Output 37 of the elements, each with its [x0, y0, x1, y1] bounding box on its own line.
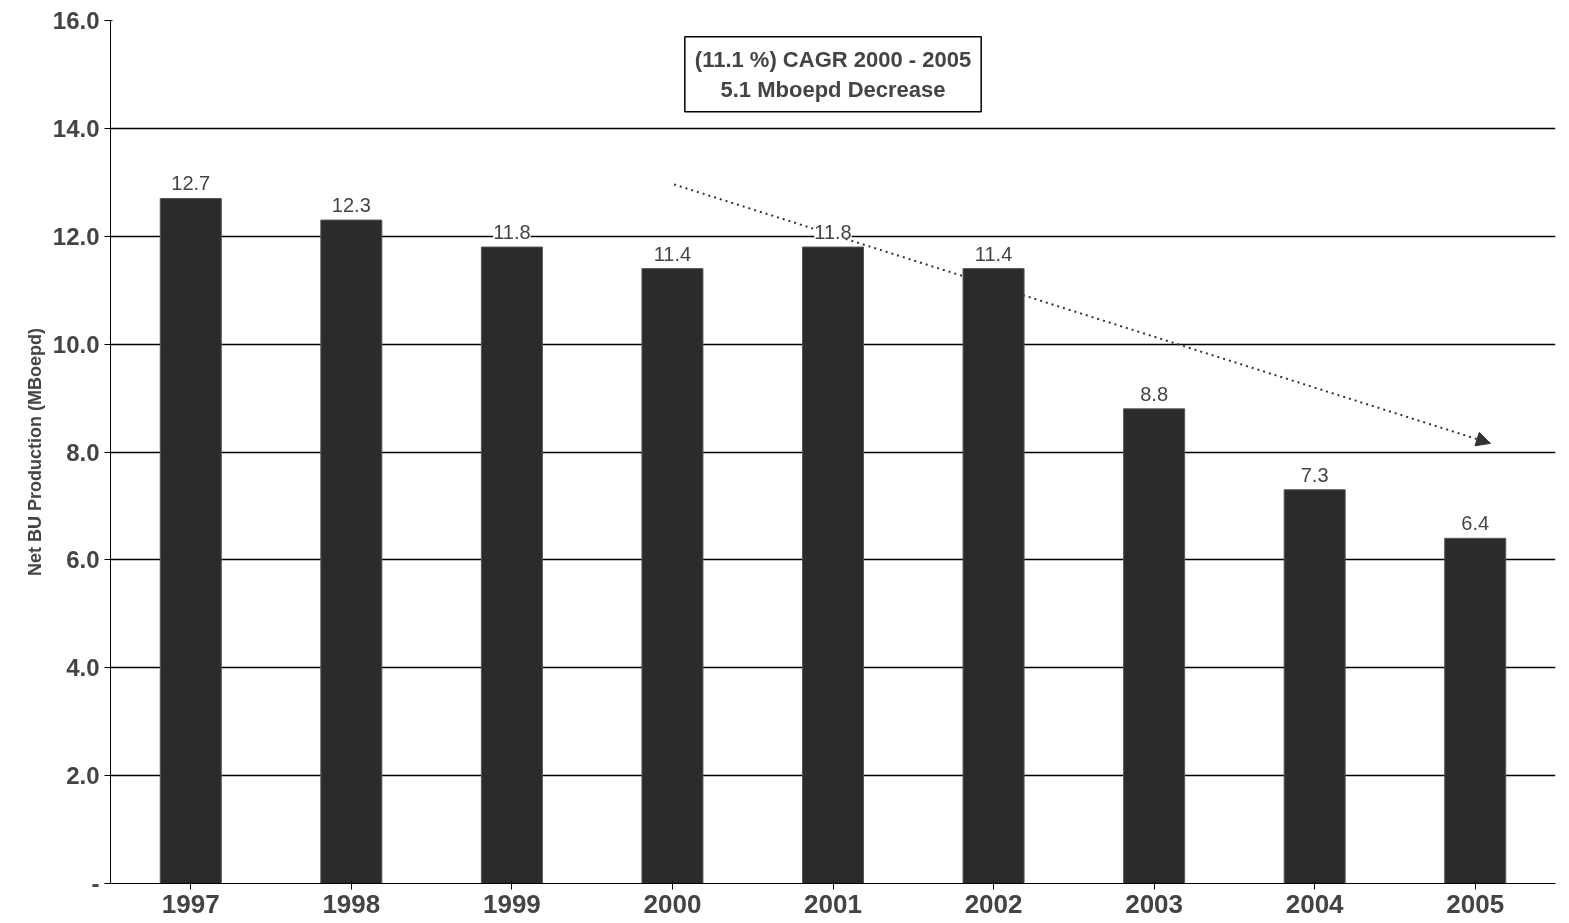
y-tick-label: 10.0	[52, 330, 100, 358]
annotation: 5.1 Mboepd Decrease	[720, 76, 946, 102]
x-tick-label: 2002	[964, 888, 1023, 919]
data-label: 11.8	[493, 221, 531, 244]
data-label: 12.7	[171, 172, 211, 195]
data-label: 11.4	[653, 242, 692, 265]
data-label: 6.4	[1461, 512, 1490, 535]
y-tick-label: 6.0	[66, 546, 100, 574]
y-tick-label: 8.0	[66, 438, 100, 466]
x-tick-label: 1998	[322, 888, 381, 919]
bar	[320, 219, 383, 884]
data-label: 7.3	[1300, 463, 1329, 486]
data-label: 11.4	[974, 242, 1013, 265]
annotation: (11.1 %) CAGR 2000 - 2005	[694, 46, 972, 72]
bar	[641, 268, 704, 884]
x-tick-label: 2003	[1125, 888, 1184, 919]
data-label: 8.8	[1140, 382, 1169, 405]
y-tick-label: -	[91, 870, 100, 897]
y-axis-title: Net BU Production (MBoepd)	[24, 328, 45, 576]
y-tick-label: 12.0	[52, 222, 100, 250]
y-tick-label: 4.0	[66, 654, 100, 682]
x-tick-label: 2004	[1285, 888, 1345, 919]
y-tick-label: 2.0	[66, 762, 100, 790]
bar	[159, 197, 222, 884]
y-tick-label: 16.0	[52, 7, 100, 34]
bar	[1444, 537, 1507, 884]
data-label: 12.3	[331, 194, 371, 217]
x-tick-label: 2001	[804, 888, 862, 919]
data-label: 11.8	[814, 221, 852, 244]
bar	[1123, 408, 1186, 884]
x-tick-label: 1997	[161, 888, 220, 919]
bar	[1283, 489, 1346, 884]
y-tick-label: 14.0	[52, 114, 100, 142]
x-tick-label: 2000	[643, 888, 702, 919]
bar	[480, 246, 543, 884]
x-tick-label: 2005	[1446, 888, 1505, 919]
x-tick-label: 1999	[482, 888, 541, 919]
